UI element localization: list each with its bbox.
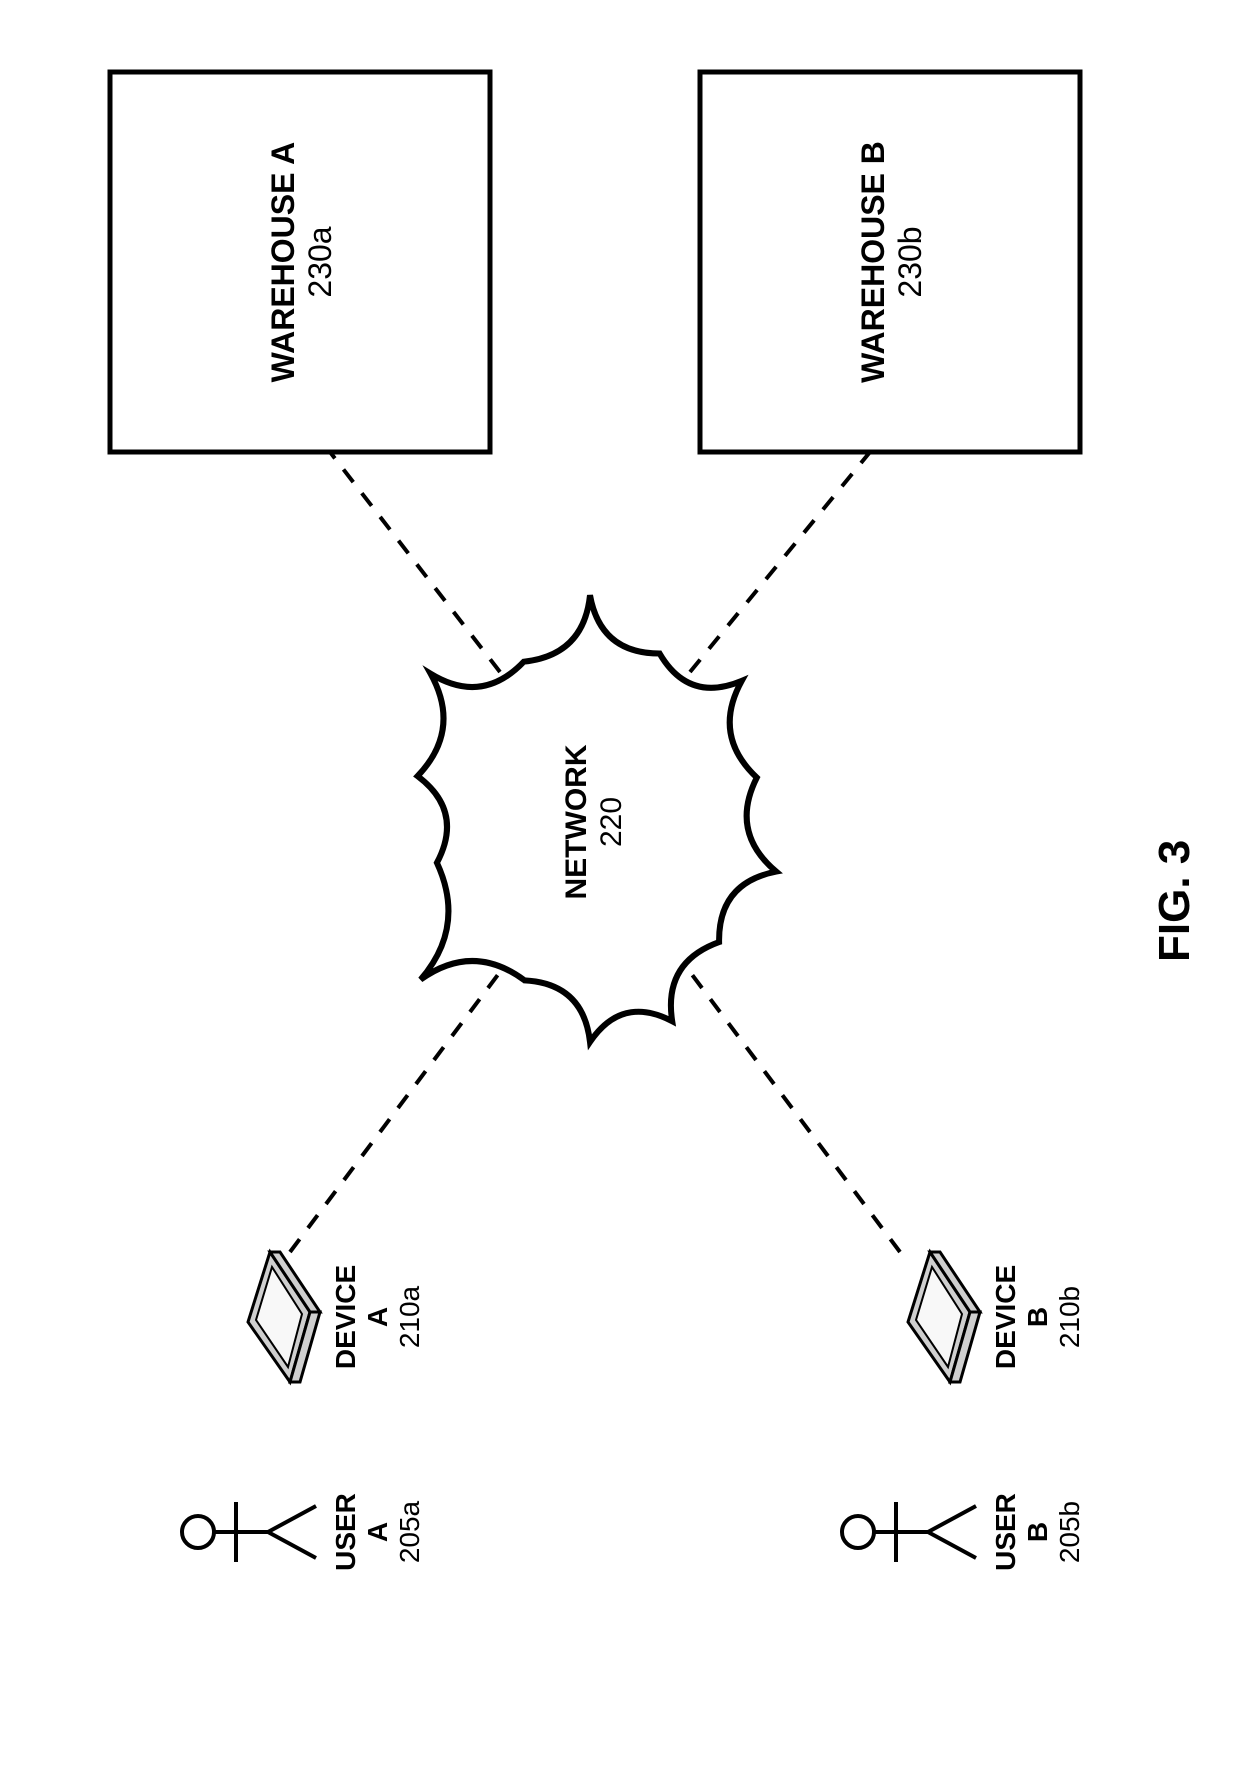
user-a-label: USER A 205a <box>330 1482 427 1582</box>
network-label: NETWORK 220 <box>560 732 629 912</box>
user-b-ref: 205b <box>1054 1482 1086 1582</box>
user-a-name: USER A <box>330 1493 393 1571</box>
edge-network-warehouse_b <box>690 452 870 672</box>
edge-device_b-network <box>690 972 900 1252</box>
warehouse-a-ref: 230a <box>302 122 339 402</box>
device-a-label: DEVICE A 210a <box>330 1252 427 1382</box>
figure-caption-text: FIG. 3 <box>1150 840 1199 962</box>
user-b-label: USER B 205b <box>990 1482 1087 1582</box>
user-b-icon <box>842 1502 976 1562</box>
warehouse-b-ref: 230b <box>892 122 929 402</box>
device-b-label: DEVICE B 210b <box>990 1252 1087 1382</box>
warehouse-b-name: WAREHOUSE B <box>855 141 891 383</box>
network-name: NETWORK <box>560 745 593 900</box>
user-b-name: USER B <box>990 1493 1053 1571</box>
device-a-icon <box>248 1252 320 1382</box>
figure-stage: USER A 205a USER B 205b DEVICE A 210a DE… <box>0 0 1240 1782</box>
device-a-name: DEVICE A <box>330 1265 393 1369</box>
warehouse-a-label: WAREHOUSE A 230a <box>265 122 339 402</box>
figure-canvas: USER A 205a USER B 205b DEVICE A 210a DE… <box>0 0 1240 1782</box>
figure-caption: FIG. 3 <box>1150 840 1200 962</box>
device-b-ref: 210b <box>1054 1252 1086 1382</box>
edge-device_a-network <box>290 972 500 1252</box>
network-ref: 220 <box>595 732 630 912</box>
user-a-icon <box>182 1502 316 1562</box>
user-a-ref: 205a <box>394 1482 426 1582</box>
device-b-icon <box>908 1252 980 1382</box>
device-a-ref: 210a <box>394 1252 426 1382</box>
warehouse-a-name: WAREHOUSE A <box>265 142 301 383</box>
device-b-name: DEVICE B <box>990 1265 1053 1369</box>
warehouse-b-label: WAREHOUSE B 230b <box>855 122 929 402</box>
edge-network-warehouse_a <box>330 452 500 672</box>
